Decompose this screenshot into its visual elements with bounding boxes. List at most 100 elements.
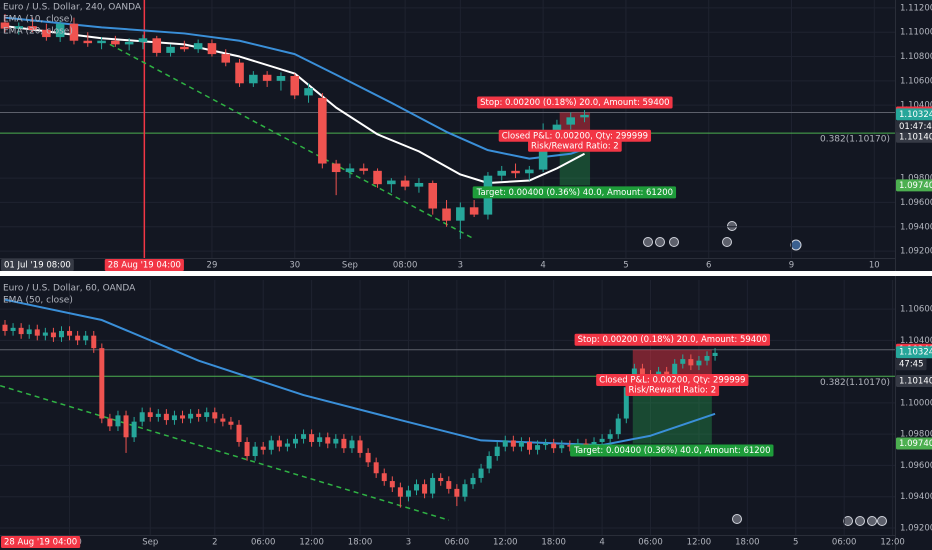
event-icon[interactable]: [655, 237, 665, 247]
y-tick-label: 1.10000: [900, 398, 932, 408]
candle-body: [607, 434, 613, 439]
candle-body: [591, 441, 597, 446]
candle-body: [359, 168, 369, 171]
x-tick-label: 08:00: [393, 261, 418, 271]
pnl-label: Closed P&L: 0.00200, Qty: 299999: [599, 375, 745, 385]
x-tick-label: 12:00: [880, 538, 905, 548]
y-tick-label: 1.11000: [900, 28, 932, 38]
trend-line: [0, 384, 450, 521]
candle-body: [290, 75, 300, 96]
candle-body: [502, 440, 508, 447]
candle-body: [138, 38, 148, 42]
legend-entry: EMA (50, close): [3, 296, 73, 306]
pnl-label-box: [498, 129, 652, 142]
event-icon[interactable]: [855, 516, 865, 526]
candle-body: [284, 443, 290, 447]
candle-body: [478, 468, 484, 478]
candle-body: [244, 441, 250, 457]
pnl-label: Risk/Reward Ratio: 2: [628, 385, 716, 395]
x-tick-label: 06:00: [638, 538, 663, 548]
candle-body: [236, 424, 242, 442]
price-label-box: [896, 179, 932, 192]
y-tick-label: 1.09400: [900, 492, 932, 502]
candle-body: [75, 335, 81, 341]
candle-body: [470, 477, 476, 485]
candle-body: [525, 169, 534, 174]
candle-body: [559, 445, 565, 449]
event-icon[interactable]: [727, 221, 737, 231]
target-label-box: [472, 186, 677, 199]
candle-body: [469, 207, 479, 215]
y-tick-label: 1.09800: [900, 174, 932, 184]
x-tick-label: 3: [458, 261, 463, 271]
candle-body: [67, 330, 73, 336]
candle-body: [446, 481, 452, 489]
candle-body: [147, 412, 153, 417]
candle-body: [196, 413, 202, 417]
candle-body: [58, 330, 64, 338]
x-tick-label: 2: [212, 538, 217, 548]
x-tick-label: 9: [789, 261, 794, 271]
candle-body: [580, 114, 589, 118]
x-tick-label: 3: [406, 538, 411, 548]
candle-body: [212, 412, 218, 419]
event-icon[interactable]: [669, 237, 679, 247]
y-tick-label: 1.10400: [900, 336, 932, 346]
candle-body: [115, 415, 121, 427]
x-tick-label: 06:00: [251, 538, 276, 548]
candle-body: [615, 418, 621, 435]
x-tick-label: 18:00: [735, 538, 760, 548]
candle-body: [381, 473, 387, 482]
candle-body: [276, 440, 282, 447]
countdown-box: [896, 358, 927, 371]
price-label: 1.09740: [899, 439, 932, 449]
candle-body: [124, 41, 134, 45]
event-icon[interactable]: [877, 516, 887, 526]
price-label: 1.09740: [899, 181, 932, 191]
candle-body: [260, 446, 266, 450]
candle-body: [2, 324, 8, 331]
candle-body: [83, 40, 93, 44]
candle-body: [639, 368, 645, 375]
y-tick-label: 1.09200: [900, 523, 932, 533]
candle-body: [207, 43, 217, 55]
indicator-line: [4, 16, 585, 160]
event-icon[interactable]: [643, 237, 653, 247]
pnl-label: Closed P&L: 0.00200, Qty: 299999: [502, 131, 648, 141]
event-icon[interactable]: [722, 237, 732, 247]
x-tick-label: 06:00: [832, 538, 857, 548]
candle-body: [180, 415, 186, 419]
stop-label: Stop: 0.00200 (0.18%) 20.0, Amount: 5940…: [578, 335, 767, 345]
target-label: Target: 0.00400 (0.36%) 40.0, Amount: 61…: [573, 446, 770, 456]
event-icon[interactable]: [867, 516, 877, 526]
y-tick-label: 1.09200: [900, 247, 932, 257]
event-icon[interactable]: [790, 239, 802, 251]
candle-body: [428, 182, 438, 209]
candle-body: [111, 40, 120, 45]
candle-body: [494, 446, 500, 457]
candle-body: [276, 75, 286, 81]
candle-body: [325, 437, 331, 444]
x-tick-label: 10: [869, 261, 880, 271]
candle-body: [235, 62, 244, 84]
candle-body: [331, 163, 341, 173]
x-tick-label: 6: [706, 261, 711, 271]
candle-body: [55, 23, 65, 38]
price-label: 1.10324: [899, 110, 932, 120]
candle-body: [99, 348, 105, 419]
fib-label: 0.382(1.10170): [820, 378, 890, 388]
event-icon[interactable]: [843, 516, 853, 526]
stop-label: Stop: 0.00200 (0.18%) 20.0, Amount: 5940…: [480, 98, 669, 108]
price-label-box: [896, 108, 932, 121]
candle-body: [680, 359, 686, 364]
candle-body: [414, 182, 424, 187]
event-icon[interactable]: [732, 514, 742, 524]
axis-box-box: [1, 259, 74, 271]
axis-box-box: [104, 259, 184, 271]
candle-body: [486, 456, 492, 469]
candle-body: [42, 332, 48, 336]
candle-body: [221, 54, 231, 63]
candle-body: [171, 415, 177, 421]
